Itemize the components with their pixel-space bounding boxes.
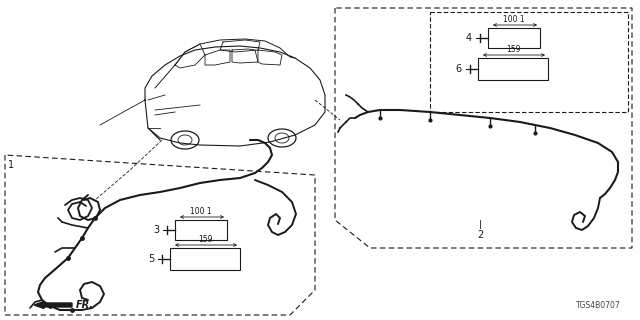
Bar — [175, 220, 227, 240]
Text: 100 1: 100 1 — [503, 15, 525, 24]
Text: 6: 6 — [456, 64, 462, 74]
Text: 3: 3 — [153, 225, 159, 235]
Text: 2: 2 — [477, 230, 483, 240]
Text: 100 1: 100 1 — [190, 207, 212, 216]
Text: 5: 5 — [148, 254, 154, 264]
Bar — [170, 248, 240, 270]
Text: 159: 159 — [506, 45, 520, 54]
Text: TGS4B0707: TGS4B0707 — [576, 301, 621, 310]
FancyArrow shape — [34, 301, 72, 308]
Text: 1: 1 — [8, 160, 14, 170]
Text: 4: 4 — [466, 33, 472, 43]
Bar — [488, 28, 540, 48]
Bar — [478, 58, 548, 80]
Text: FR.: FR. — [76, 300, 94, 310]
Bar — [430, 12, 628, 112]
Text: 159: 159 — [198, 235, 212, 244]
